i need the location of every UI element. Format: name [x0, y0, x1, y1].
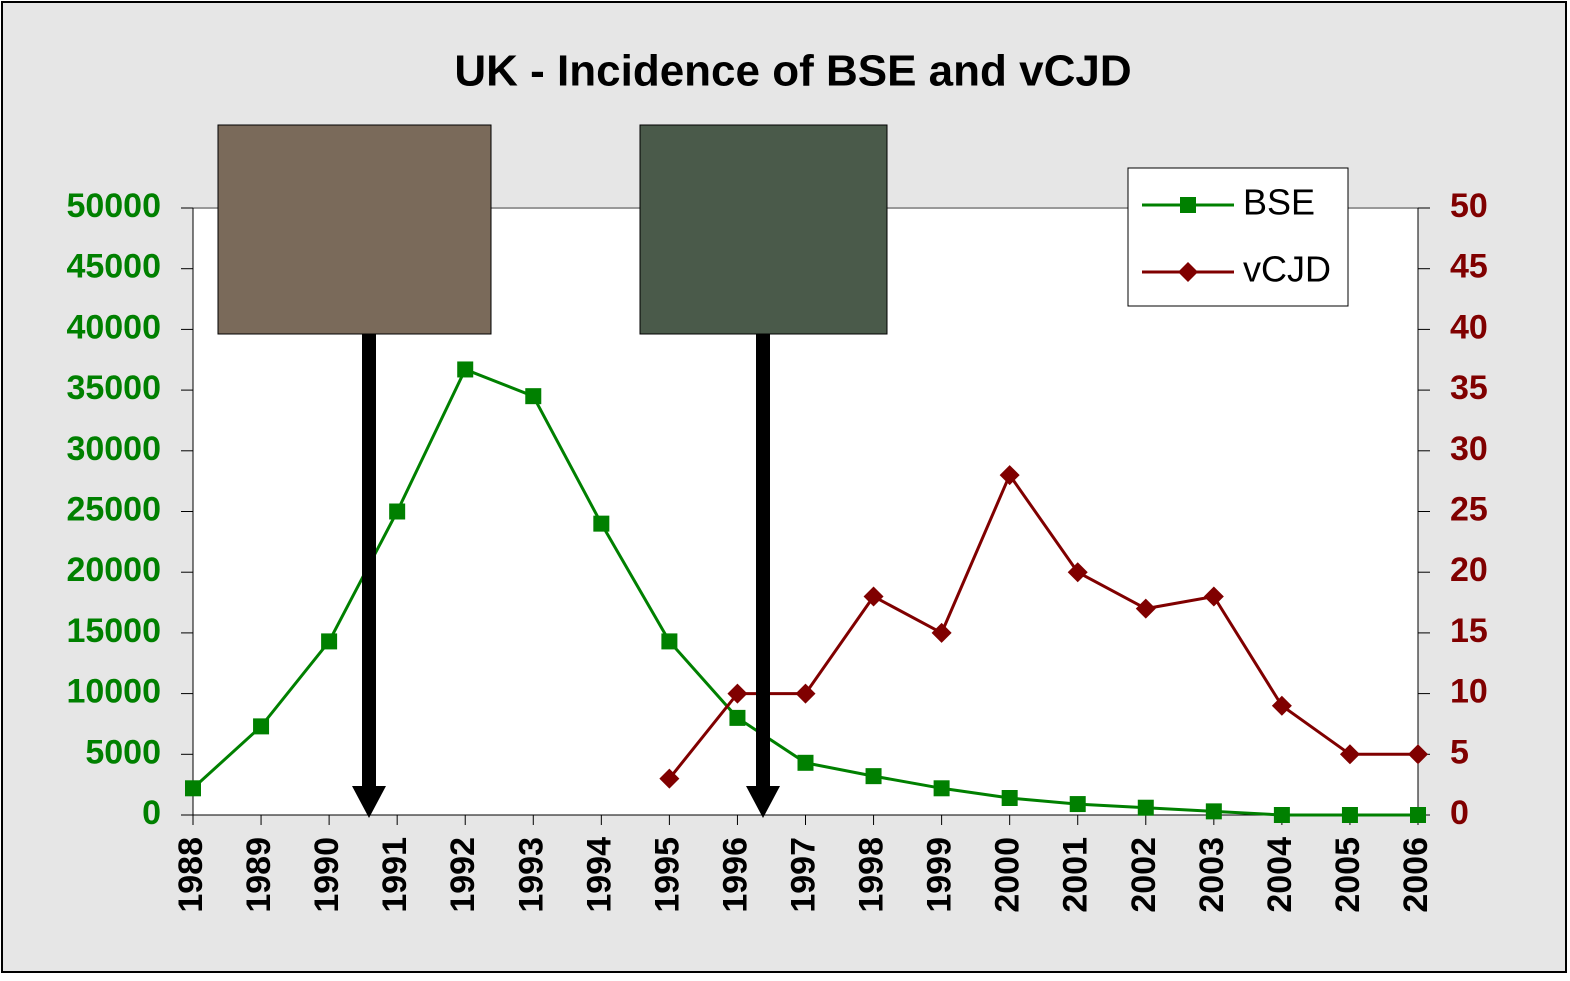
y-tick-label: 50000 — [66, 187, 161, 225]
x-tick-label: 1992 — [444, 837, 482, 913]
arrow-shaft — [362, 334, 376, 789]
y2-tick-label: 45 — [1450, 248, 1488, 286]
x-tick-label: 1990 — [308, 837, 346, 913]
marker — [321, 633, 337, 649]
marker — [729, 710, 745, 726]
photo — [218, 125, 491, 334]
x-tick-label: 1997 — [784, 837, 822, 913]
legend-label: BSE — [1243, 182, 1315, 223]
x-tick-label: 2000 — [989, 837, 1027, 913]
marker — [457, 361, 473, 377]
x-tick-label: 2003 — [1193, 837, 1231, 913]
marker — [1002, 790, 1018, 806]
y-tick-label: 25000 — [66, 490, 161, 528]
photo — [640, 125, 887, 334]
marker — [389, 504, 405, 520]
marker — [593, 516, 609, 532]
y-tick-label: 30000 — [66, 430, 161, 468]
page: {"chart_data": {"type": "line", "title":… — [0, 0, 1570, 981]
marker — [866, 768, 882, 784]
y-tick-label: 10000 — [66, 673, 161, 711]
legend-label: vCJD — [1243, 249, 1331, 290]
x-tick-label: 1988 — [172, 837, 210, 913]
x-tick-label: 2001 — [1057, 837, 1095, 913]
x-tick-label: 1994 — [580, 837, 618, 913]
x-tick-label: 1995 — [648, 837, 686, 913]
x-tick-label: 1998 — [853, 837, 891, 913]
y2-tick-label: 35 — [1450, 369, 1488, 407]
marker — [1180, 197, 1196, 213]
y-tick-label: 40000 — [66, 308, 161, 346]
y-tick-label: 0 — [142, 794, 161, 832]
x-tick-label: 2005 — [1329, 837, 1367, 913]
marker — [1274, 807, 1290, 823]
x-tick-label: 2004 — [1261, 837, 1299, 913]
marker — [1342, 807, 1358, 823]
y-tick-label: 15000 — [66, 612, 161, 650]
y2-tick-label: 20 — [1450, 551, 1488, 589]
marker — [661, 633, 677, 649]
y2-tick-label: 15 — [1450, 612, 1488, 650]
x-tick-label: 1989 — [240, 837, 278, 913]
y2-tick-label: 25 — [1450, 490, 1488, 528]
y-tick-label: 5000 — [85, 733, 161, 771]
arrow-shaft — [756, 334, 770, 789]
chart-title: UK - Incidence of BSE and vCJD — [454, 47, 1131, 96]
y-tick-label: 20000 — [66, 551, 161, 589]
x-tick-label: 1999 — [921, 837, 959, 913]
chart: UK - Incidence of BSE and vCJD 0 5000 1000… — [0, 0, 1570, 976]
marker — [253, 718, 269, 734]
marker — [185, 780, 201, 796]
marker — [525, 388, 541, 404]
y2-tick-label: 50 — [1450, 187, 1488, 225]
x-tick-label: 2006 — [1397, 837, 1435, 913]
x-tick-label: 1993 — [512, 837, 550, 913]
x-tick-label: 2002 — [1125, 837, 1163, 913]
y-tick-label: 45000 — [66, 248, 161, 286]
marker — [1206, 803, 1222, 819]
y2-tick-label: 5 — [1450, 733, 1469, 771]
marker — [798, 755, 814, 771]
marker — [1410, 807, 1426, 823]
y2-tick-label: 30 — [1450, 430, 1488, 468]
marker — [1070, 796, 1086, 812]
y2-tick-label: 10 — [1450, 673, 1488, 711]
x-tick-label: 1991 — [376, 837, 414, 913]
y2-tick-label: 0 — [1450, 794, 1469, 832]
marker — [934, 780, 950, 796]
x-tick-label: 1996 — [716, 837, 754, 913]
y2-tick-label: 40 — [1450, 308, 1488, 346]
y-tick-label: 35000 — [66, 369, 161, 407]
marker — [1138, 800, 1154, 816]
